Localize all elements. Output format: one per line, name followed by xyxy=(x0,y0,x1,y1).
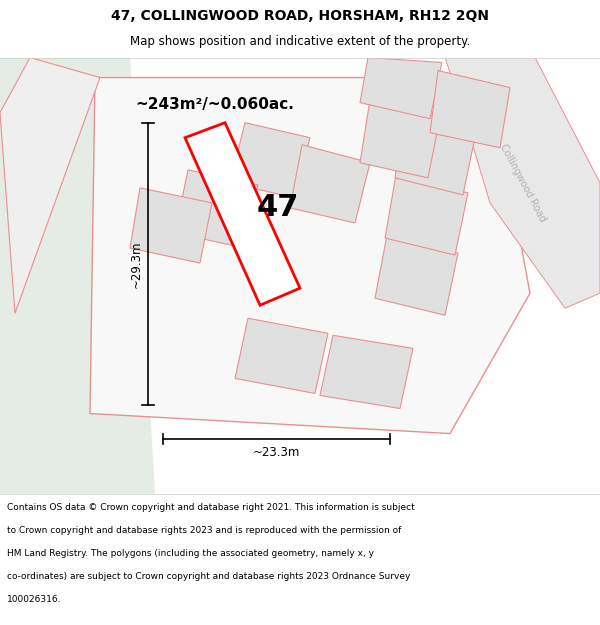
Polygon shape xyxy=(0,58,100,313)
Polygon shape xyxy=(185,122,300,305)
Polygon shape xyxy=(360,99,440,178)
Text: Map shows position and indicative extent of the property.: Map shows position and indicative extent… xyxy=(130,35,470,48)
Polygon shape xyxy=(130,188,212,263)
Polygon shape xyxy=(175,170,258,248)
Polygon shape xyxy=(235,318,328,394)
Text: ~23.3m: ~23.3m xyxy=(253,446,300,459)
Text: ~243m²/~0.060ac.: ~243m²/~0.060ac. xyxy=(136,97,295,112)
Polygon shape xyxy=(375,235,458,315)
Text: co-ordinates) are subject to Crown copyright and database rights 2023 Ordnance S: co-ordinates) are subject to Crown copyr… xyxy=(7,572,410,581)
Text: 100026316.: 100026316. xyxy=(7,595,62,604)
Text: ~29.3m: ~29.3m xyxy=(130,241,143,288)
Polygon shape xyxy=(385,175,468,255)
Polygon shape xyxy=(320,335,413,409)
Polygon shape xyxy=(445,58,600,308)
Polygon shape xyxy=(360,58,442,119)
Text: to Crown copyright and database rights 2023 and is reproduced with the permissio: to Crown copyright and database rights 2… xyxy=(7,526,401,535)
Text: HM Land Registry. The polygons (including the associated geometry, namely x, y: HM Land Registry. The polygons (includin… xyxy=(7,549,374,558)
Polygon shape xyxy=(395,114,476,195)
Polygon shape xyxy=(90,78,530,434)
Polygon shape xyxy=(430,71,510,148)
Text: 47, COLLINGWOOD ROAD, HORSHAM, RH12 2QN: 47, COLLINGWOOD ROAD, HORSHAM, RH12 2QN xyxy=(111,9,489,23)
Text: 47: 47 xyxy=(257,193,299,222)
Polygon shape xyxy=(290,145,370,223)
Text: Collingwood Road: Collingwood Road xyxy=(498,142,548,224)
Polygon shape xyxy=(230,122,310,198)
Polygon shape xyxy=(0,58,155,494)
Text: Contains OS data © Crown copyright and database right 2021. This information is : Contains OS data © Crown copyright and d… xyxy=(7,503,415,512)
